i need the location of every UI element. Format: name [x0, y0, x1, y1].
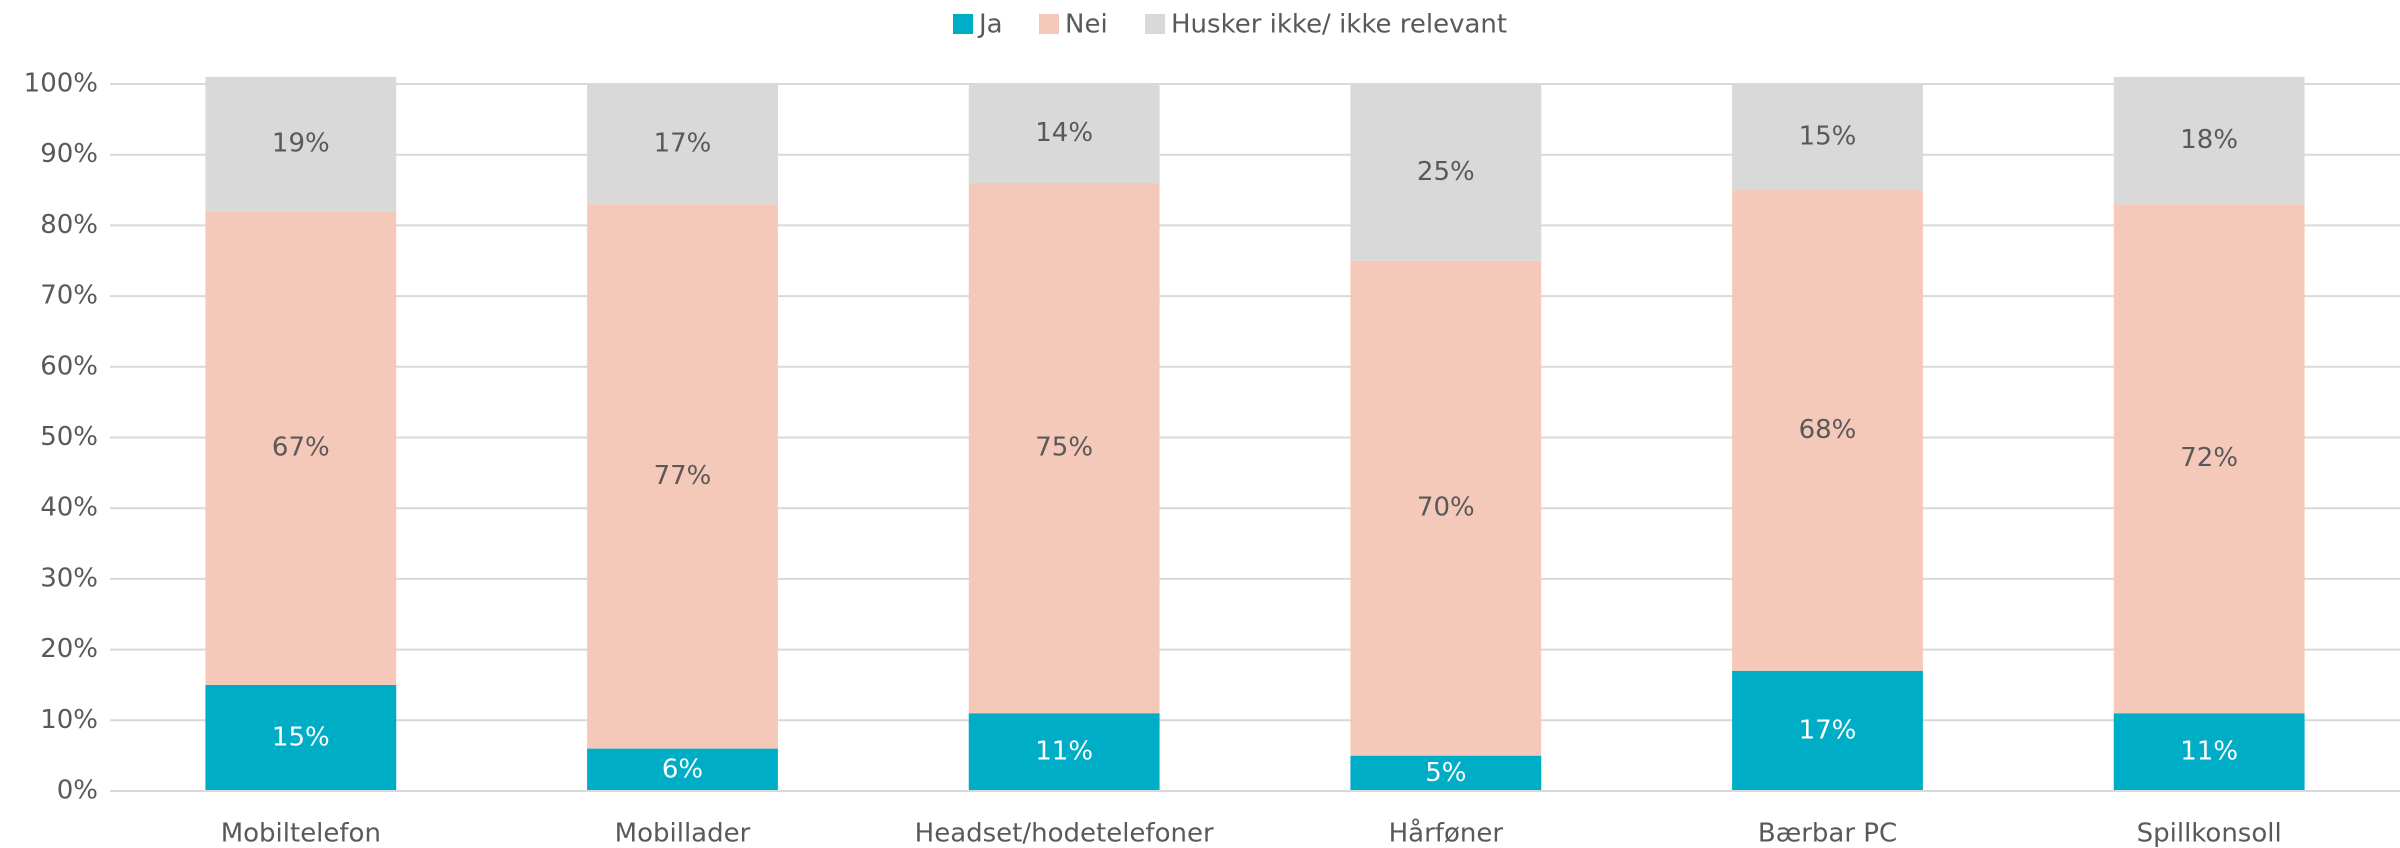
bar-segment	[968, 182, 1160, 714]
bar-segment	[205, 211, 397, 685]
data-label: 14%	[1035, 118, 1093, 148]
x-tick-label: Mobillader	[615, 819, 751, 848]
bar-segment	[2113, 76, 2305, 205]
bar-segment	[1732, 670, 1923, 791]
bar-segment	[205, 684, 397, 791]
y-tick-label: 100%	[24, 69, 98, 99]
y-tick-label: 10%	[40, 705, 98, 735]
legend-swatch	[1145, 14, 1165, 34]
y-tick-label: 40%	[40, 493, 98, 523]
bar-segment	[587, 748, 778, 791]
legend-label: Ja	[977, 10, 1003, 40]
y-tick-label: 70%	[40, 281, 98, 311]
data-label: 11%	[1035, 737, 1093, 767]
data-label: 77%	[654, 461, 712, 491]
x-tick-label: Mobiltelefon	[221, 819, 381, 848]
data-label: 18%	[2180, 125, 2238, 155]
x-tick-label: Spillkonsoll	[2137, 819, 2282, 848]
data-label: 15%	[272, 722, 330, 752]
x-tick-label: Headset/hodetelefoner	[915, 819, 1214, 848]
y-tick-label: 80%	[40, 210, 98, 240]
data-label: 70%	[1417, 493, 1475, 523]
legend-swatch	[953, 14, 973, 34]
x-tick-label: Bærbar PC	[1758, 819, 1897, 848]
y-tick-label: 0%	[57, 776, 98, 806]
data-label: 75%	[1035, 433, 1093, 463]
data-label: 68%	[1799, 415, 1857, 445]
y-tick-label: 90%	[40, 139, 98, 169]
bar-segment	[968, 713, 1160, 791]
bar-segment	[1350, 260, 1542, 756]
data-label: 15%	[1799, 122, 1857, 152]
y-tick-label: 30%	[40, 563, 98, 593]
bar-segment	[1350, 755, 1542, 791]
bar-segment	[1732, 84, 1923, 191]
bar-segment	[1350, 84, 1542, 261]
y-tick-label: 60%	[40, 351, 98, 381]
bar-segment	[205, 76, 397, 212]
legend-label: Husker ikke/ ikke relevant	[1171, 10, 1507, 40]
y-tick-label: 50%	[40, 422, 98, 452]
bar-segment	[587, 204, 778, 749]
data-label: 19%	[272, 129, 330, 159]
data-label: 11%	[2180, 737, 2238, 767]
data-label: 17%	[654, 129, 712, 159]
bar-segment	[587, 84, 778, 205]
bar-segment	[2113, 204, 2305, 714]
data-label: 67%	[272, 433, 330, 463]
data-label: 5%	[1425, 758, 1466, 788]
bar-segment	[968, 84, 1160, 183]
legend-label: Nei	[1065, 10, 1108, 40]
legend-swatch	[1039, 14, 1059, 34]
bar-segment	[1732, 190, 1923, 671]
x-tick-label: Hårføner	[1389, 818, 1504, 848]
y-tick-label: 20%	[40, 634, 98, 664]
bar-segment	[2113, 713, 2305, 791]
data-label: 17%	[1799, 715, 1857, 745]
data-label: 6%	[662, 754, 703, 784]
data-label: 72%	[2180, 443, 2238, 473]
data-label: 25%	[1417, 157, 1475, 187]
